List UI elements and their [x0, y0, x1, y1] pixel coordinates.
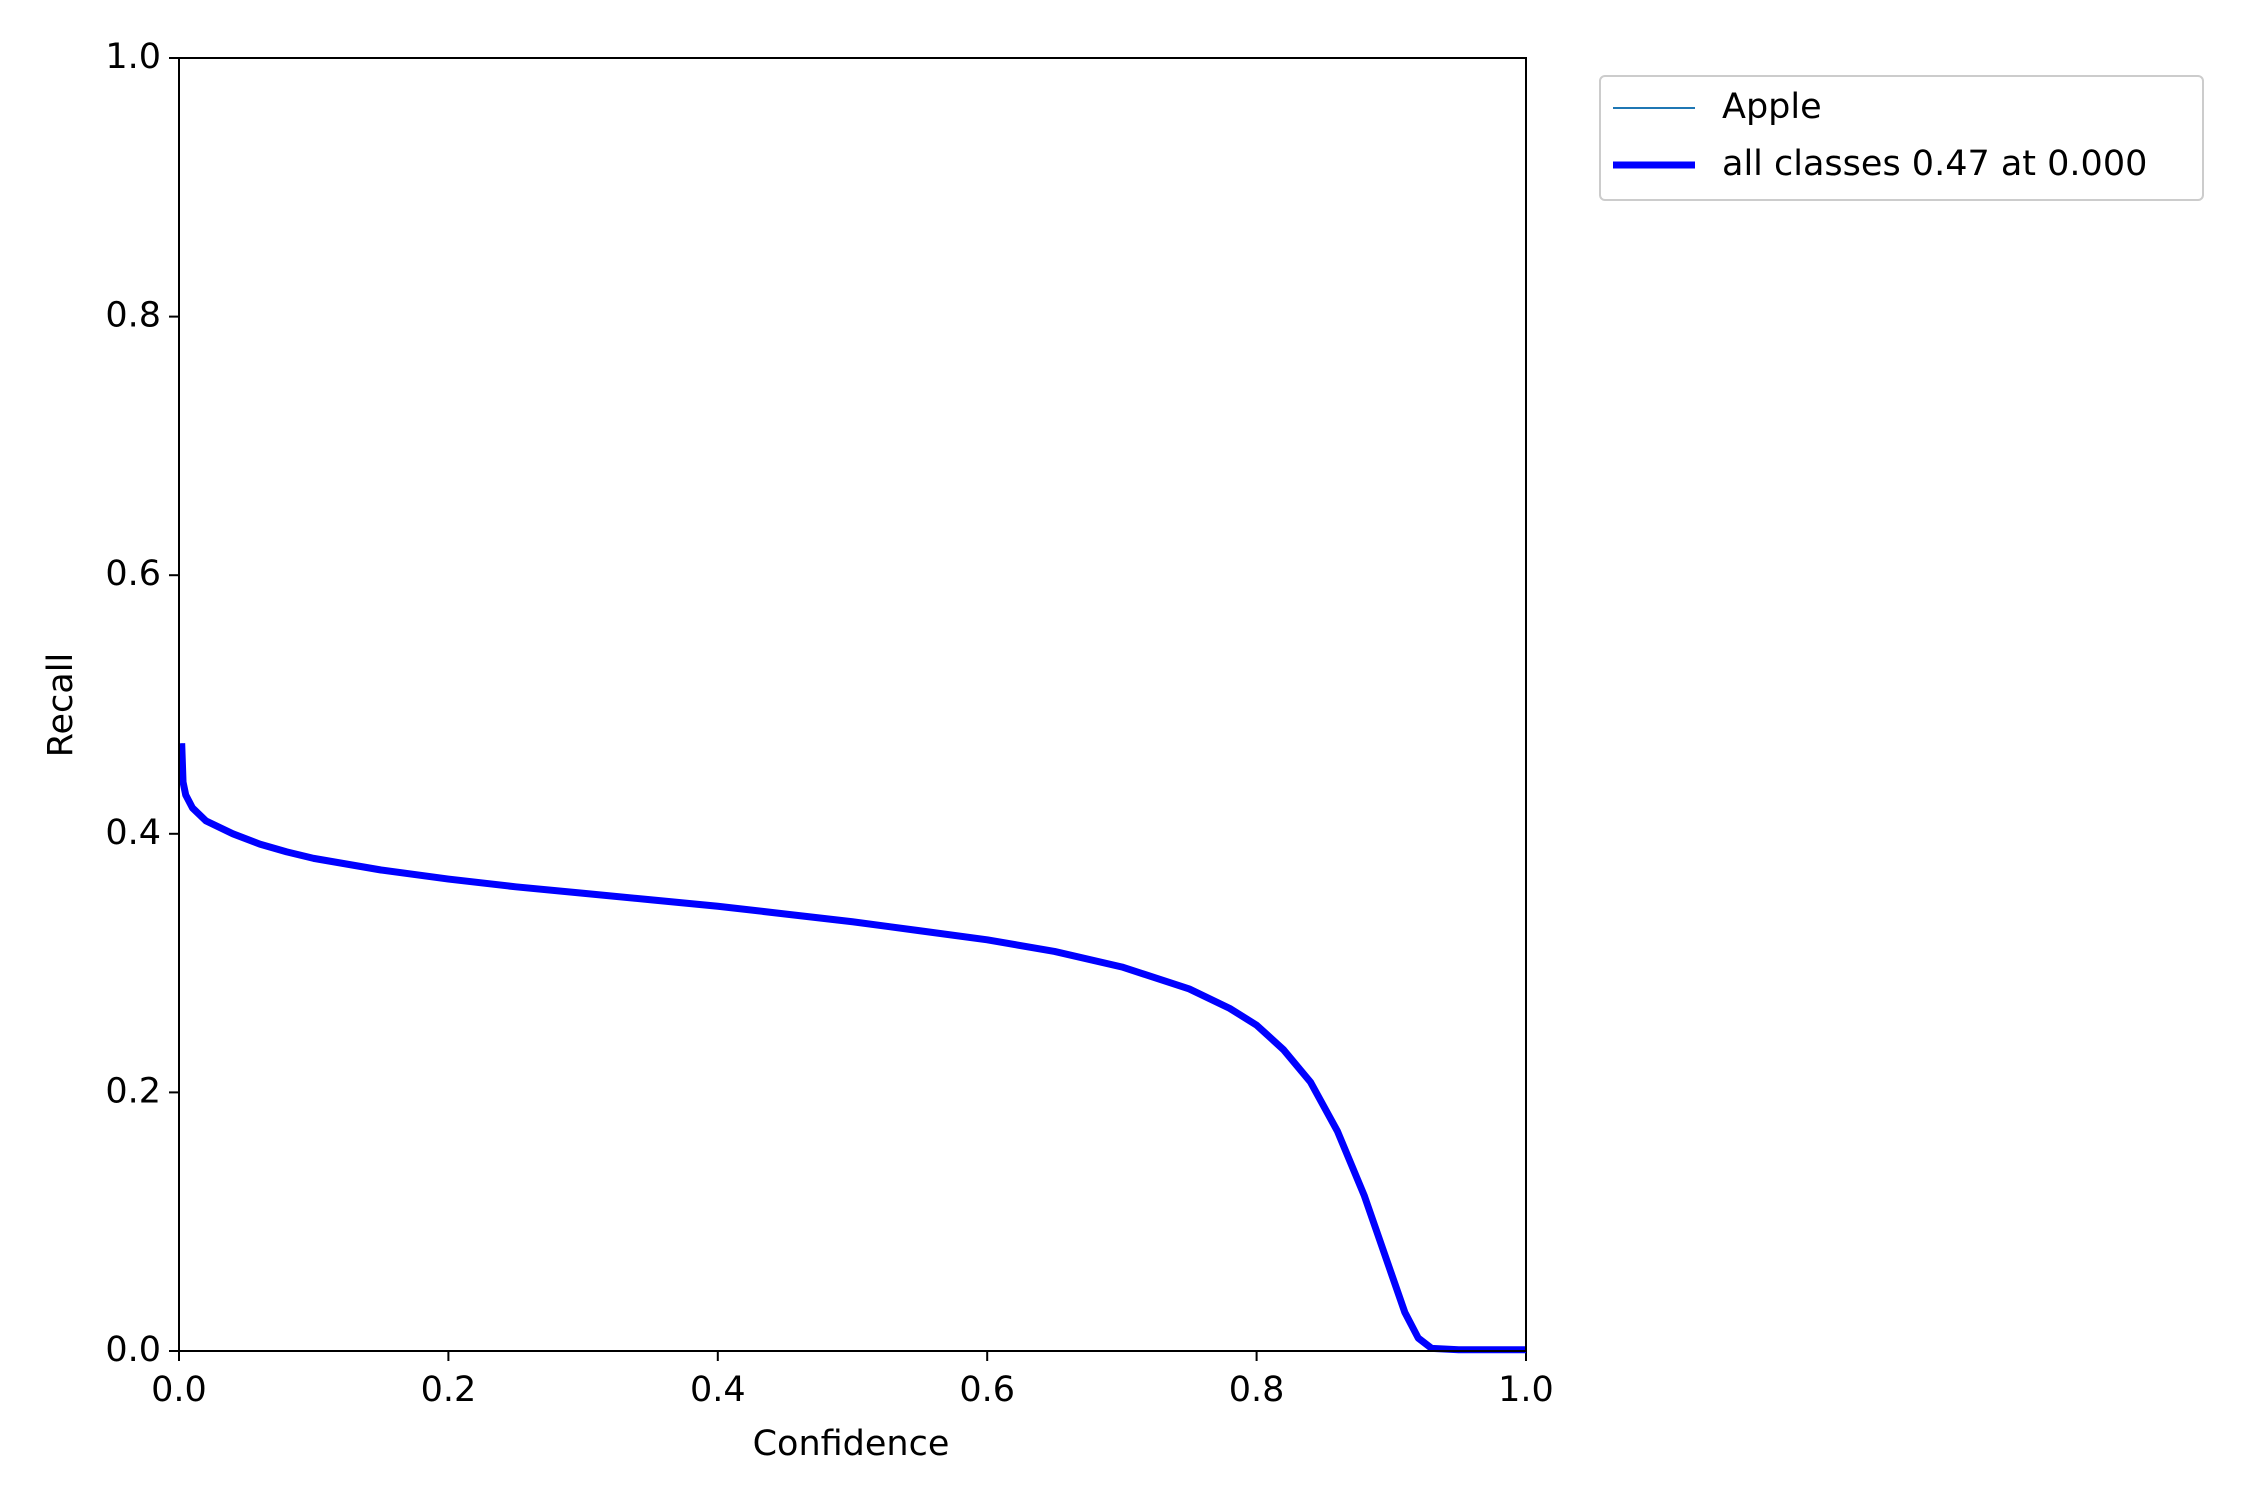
x-tick-label: 0.2 [421, 1370, 477, 1410]
x-tick-label: 0.4 [690, 1370, 746, 1410]
legend-box [1599, 75, 2204, 201]
line-series [178, 743, 1526, 1354]
x-tick-label: 0.0 [151, 1370, 207, 1410]
y-tick-label: 1.0 [105, 37, 161, 77]
legend-label: Apple [1722, 87, 1822, 127]
y-tick-label: 0.2 [105, 1071, 161, 1111]
y-tick-label: 0.6 [105, 554, 161, 594]
x-tick-label: 1.0 [1498, 1370, 1554, 1410]
y-tick-label: 0.8 [105, 296, 161, 336]
y-tick-label: 0.4 [105, 813, 161, 853]
plot-frame [178, 57, 1527, 1352]
legend-label: all classes 0.47 at 0.000 [1722, 144, 2147, 184]
x-tick-label: 0.6 [959, 1370, 1015, 1410]
x-axis-label: Confidence [753, 1424, 950, 1464]
x-tick-label: 0.8 [1229, 1370, 1285, 1410]
y-axis-label: Recall [41, 653, 81, 757]
y-tick-label: 0.0 [105, 1330, 161, 1370]
